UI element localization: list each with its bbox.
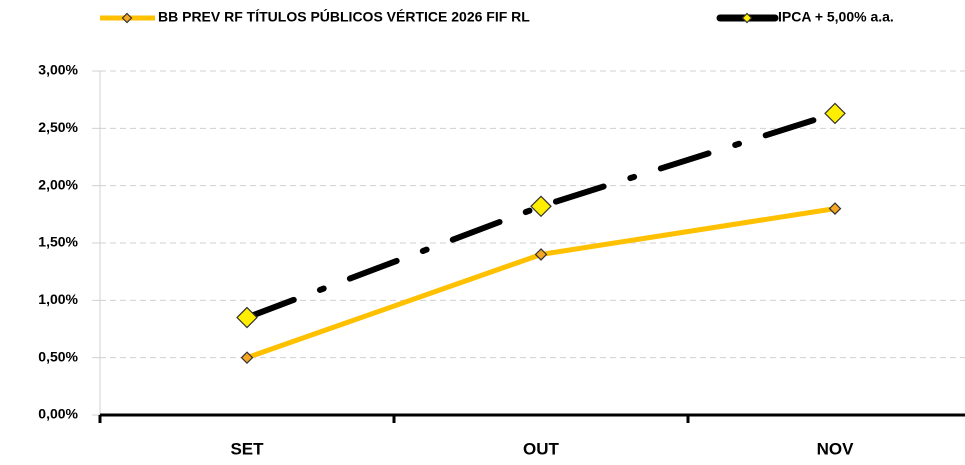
y-tick-label: 2,50% [38, 119, 78, 135]
legend-marker [741, 12, 753, 24]
legend-label: IPCA + 5,00% a.a. [778, 9, 894, 25]
data-point [824, 102, 846, 125]
y-tick-label: 1,00% [38, 291, 78, 307]
y-tick-label: 2,00% [38, 176, 78, 192]
data-point [530, 195, 552, 218]
y-tick-label: 0,00% [38, 406, 78, 422]
x-tick-label: NOV [817, 439, 855, 458]
legend-label: BB PREV RF TÍTULOS PÚBLICOS VÉRTICE 2026… [158, 8, 530, 25]
y-tick-label: 1,50% [38, 234, 78, 250]
data-point [828, 202, 842, 215]
legend-marker [121, 12, 133, 24]
data-point [236, 306, 258, 329]
series-line [246, 206, 836, 361]
y-tick-label: 0,50% [38, 348, 78, 364]
y-tick-label: 3,00% [38, 62, 78, 78]
data-point [534, 248, 548, 261]
series-line [244, 110, 838, 321]
data-point [240, 351, 254, 365]
x-tick-label: SET [230, 439, 264, 458]
x-tick-label: OUT [523, 439, 560, 458]
